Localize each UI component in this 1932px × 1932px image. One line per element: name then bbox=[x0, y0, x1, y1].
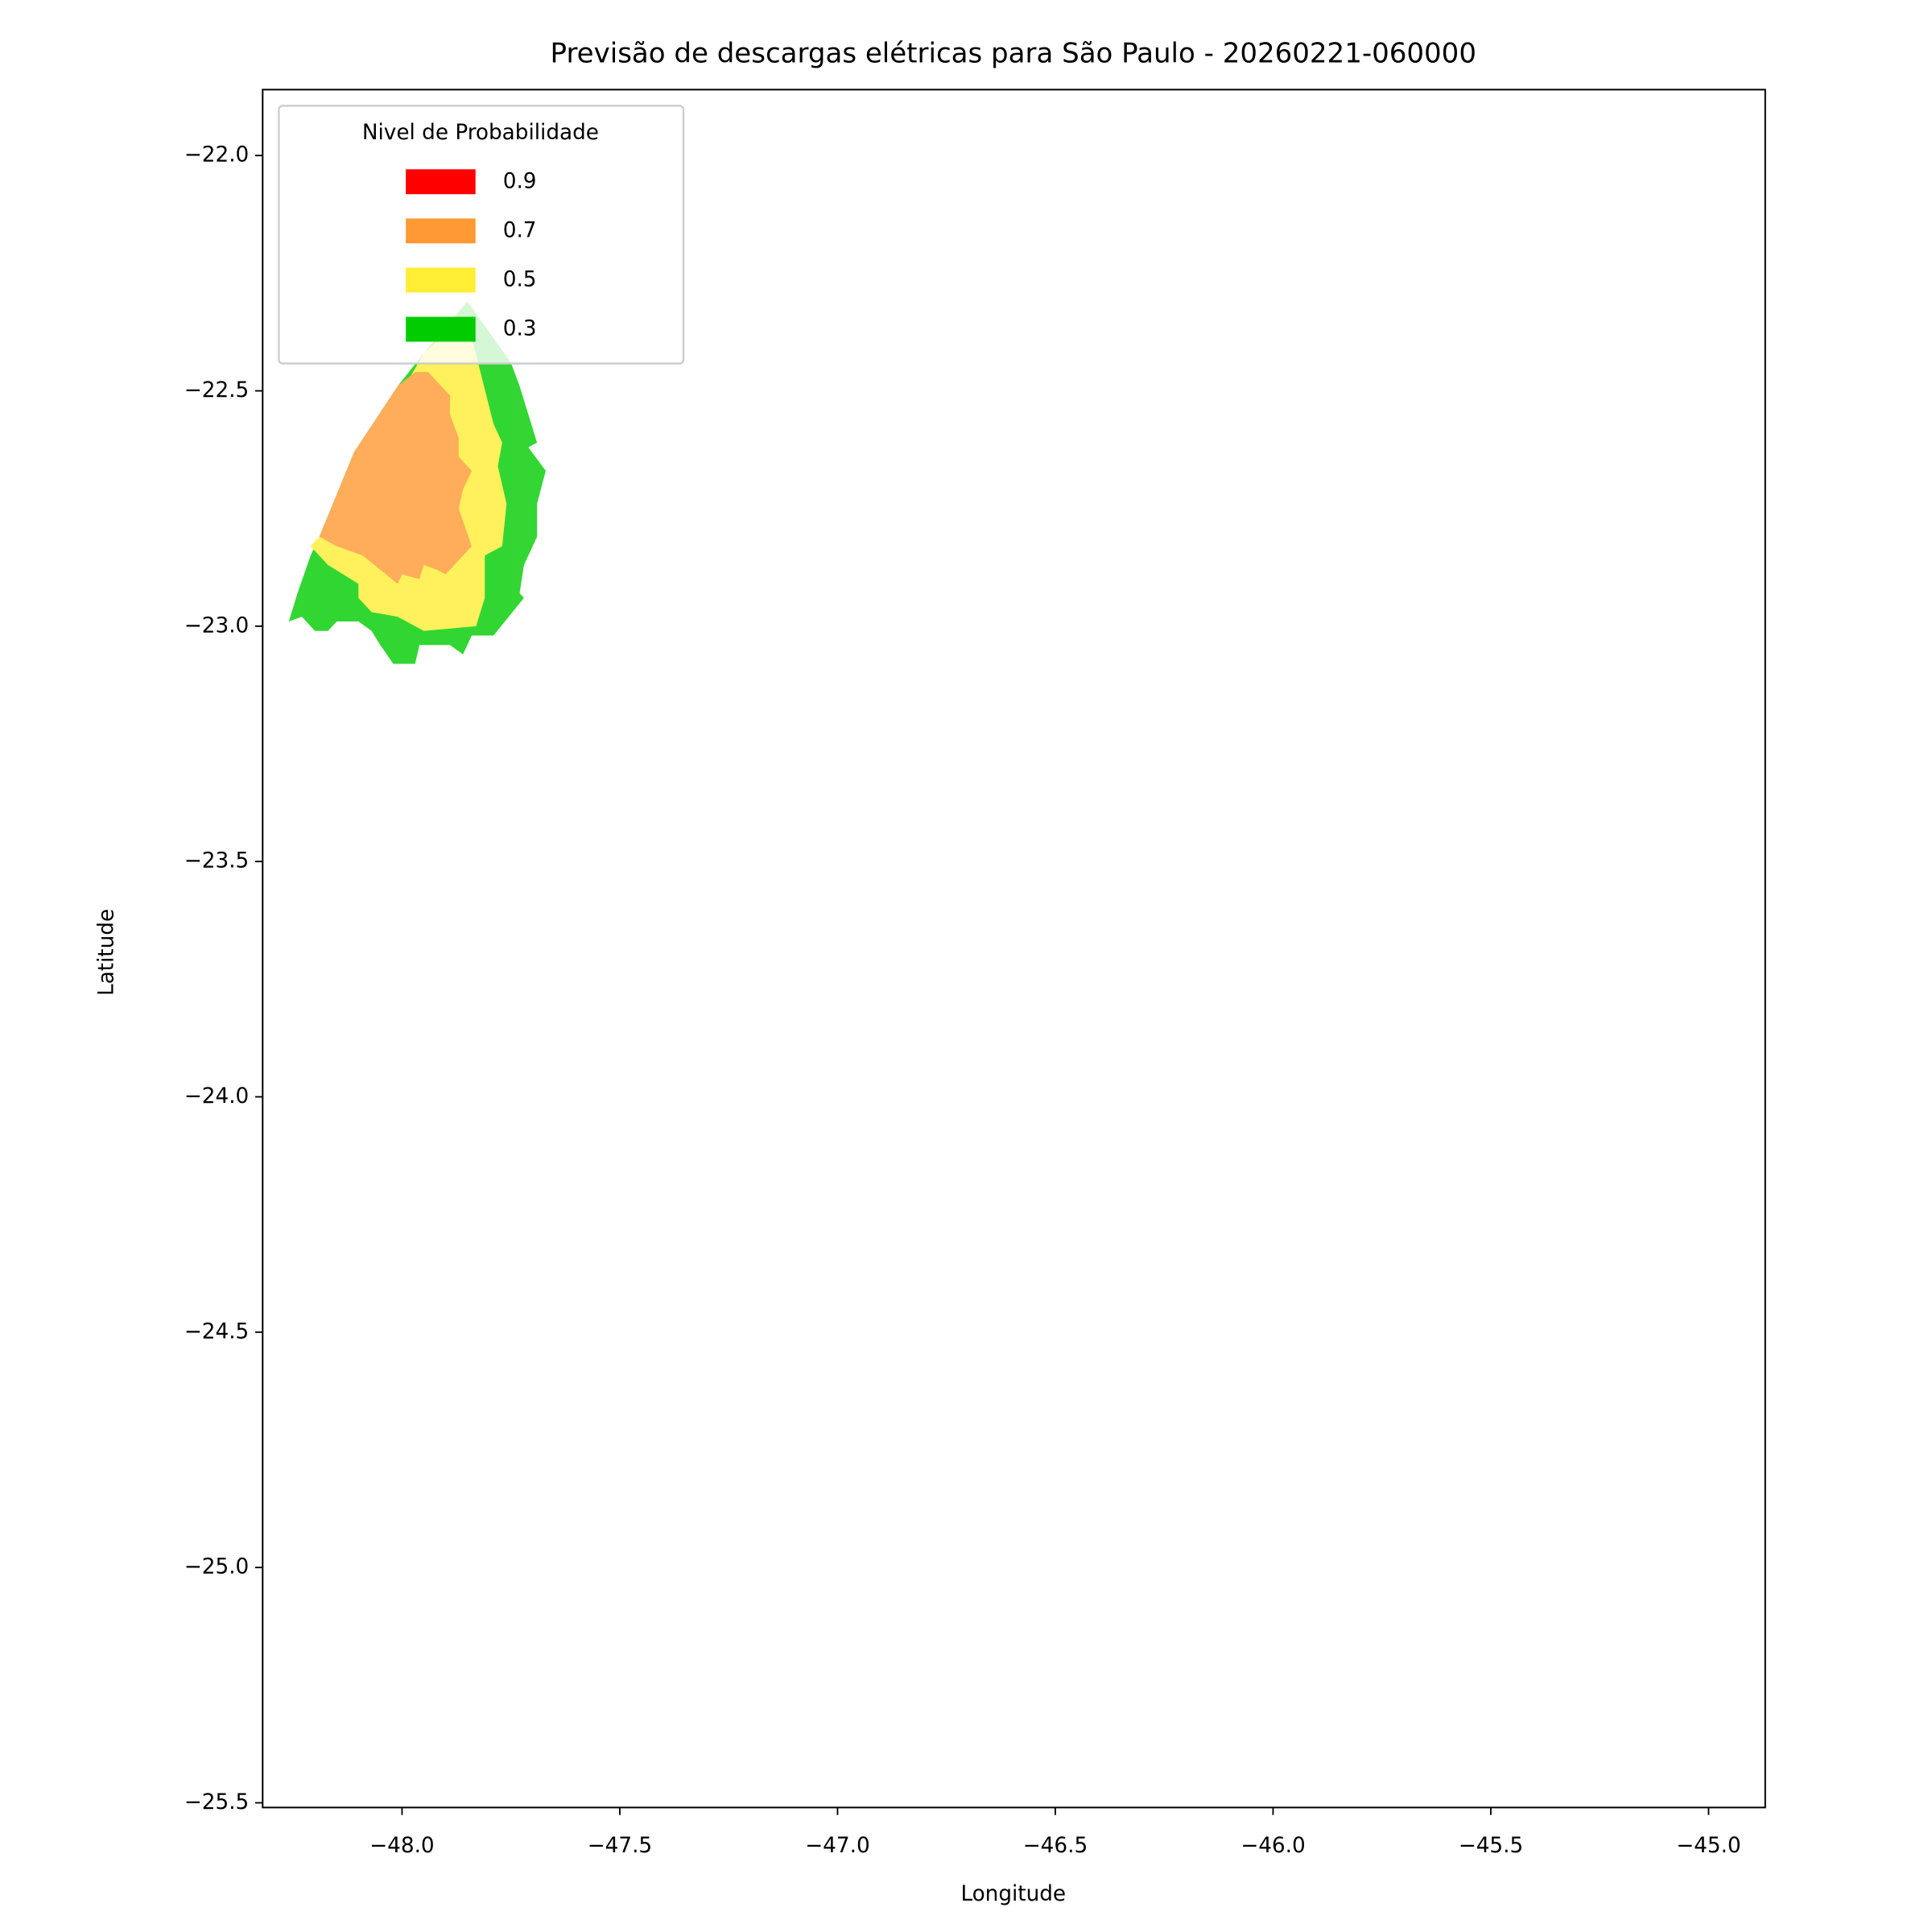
legend-swatch bbox=[406, 218, 476, 244]
chart-title: Previsão de descargas elétricas para São… bbox=[551, 38, 1476, 70]
legend-label: 0.3 bbox=[503, 317, 537, 341]
y-tick-label: −24.5 bbox=[184, 1319, 250, 1344]
legend-swatch bbox=[406, 169, 476, 195]
legend-swatch bbox=[406, 316, 476, 342]
x-tick-label: −47.0 bbox=[805, 1834, 869, 1858]
y-tick-label: −22.5 bbox=[184, 378, 250, 402]
x-tick-label: −47.5 bbox=[588, 1834, 653, 1858]
y-tick-label: −24.0 bbox=[184, 1084, 250, 1108]
legend-box bbox=[278, 105, 685, 365]
y-tick-label: −23.5 bbox=[184, 849, 250, 873]
x-tick-label: −45.0 bbox=[1676, 1834, 1741, 1858]
legend-label: 0.5 bbox=[503, 267, 537, 291]
y-tick-label: −25.0 bbox=[184, 1555, 250, 1579]
contour-layer bbox=[288, 301, 546, 664]
legend-label: 0.9 bbox=[503, 169, 537, 193]
x-axis-label: Longitude bbox=[960, 1882, 1066, 1906]
legend-swatch bbox=[406, 267, 476, 293]
x-tick-label: −45.5 bbox=[1459, 1834, 1524, 1858]
contour-region bbox=[319, 372, 472, 584]
y-tick-label: −23.0 bbox=[184, 613, 250, 638]
legend-title: Nivel de Probabilidade bbox=[362, 121, 599, 145]
y-tick-label: −22.0 bbox=[184, 143, 250, 167]
plot-frame bbox=[262, 89, 1766, 1809]
legend-label: 0.7 bbox=[503, 218, 537, 242]
y-tick-label: −25.5 bbox=[184, 1790, 250, 1814]
x-tick-label: −46.5 bbox=[1023, 1834, 1088, 1858]
legend: Nivel de Probabilidade 0.9 0.7 0.5 0.3 bbox=[278, 105, 685, 365]
x-tick-label: −46.0 bbox=[1241, 1834, 1306, 1858]
x-tick-label: −48.0 bbox=[369, 1834, 435, 1858]
y-axis-label: Latitude bbox=[94, 909, 118, 996]
